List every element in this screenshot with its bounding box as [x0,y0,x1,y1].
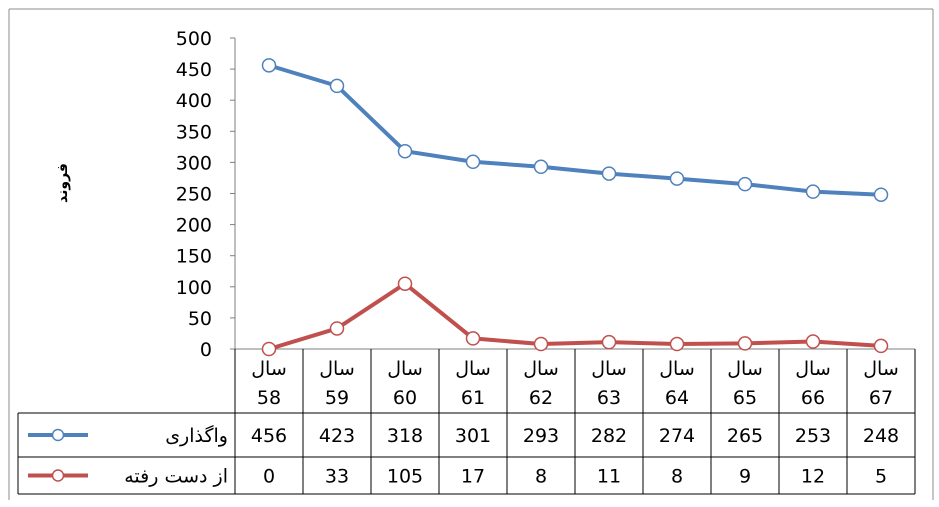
legend-label: از دست رفته [124,466,228,488]
data-point [601,166,617,181]
data-point [397,276,413,291]
table-value-cell: 265 [727,425,763,447]
legend-key-marker [51,469,65,482]
legend-key-marker [51,428,65,442]
table-value-cell: 8 [671,466,683,488]
y-tick-label: 0 [200,339,212,361]
y-tick-label: 450 [176,59,212,81]
x-tick-label-word: سال [659,358,695,380]
x-tick-label-year: 62 [529,387,553,409]
x-tick-label-word: سال [251,358,287,380]
data-point [261,58,277,73]
y-axis-label: فروند [55,163,71,203]
table-value-cell: 456 [251,425,287,447]
data-point [533,336,549,352]
x-tick-label-word: سال [319,358,355,380]
legend-label: واگذاری [165,424,228,447]
x-tick-label-year: 58 [257,387,281,409]
y-tick-label: 150 [176,246,212,268]
y-tick-label: 400 [176,90,212,112]
table-value-cell: 8 [535,466,547,488]
y-tick-label: 500 [176,28,212,50]
x-tick-label-word: سال [455,358,491,380]
x-tick-label-year: 60 [393,387,417,409]
data-point [397,143,413,159]
data-point [873,187,889,202]
y-tick-label: 100 [176,277,212,299]
x-tick-label-word: سال [387,358,423,380]
x-tick-label-year: 63 [597,387,621,409]
y-tick-label: 300 [176,152,212,174]
series-line [267,281,883,351]
x-tick-label-word: سال [795,358,831,380]
x-tick-label-year: 64 [665,387,689,409]
table-value-cell: 274 [659,425,695,447]
table-value-cell: 9 [739,466,751,488]
data-point [533,159,549,175]
y-tick-label: 200 [176,215,212,237]
table-value-cell: 12 [801,466,825,488]
table-value-cell: 248 [863,425,899,447]
data-point [329,78,345,94]
table-value-cell: 423 [319,425,355,447]
y-tick-label: 50 [188,308,212,330]
data-point [601,334,617,350]
data-point [669,336,685,352]
table-value-cell: 301 [455,425,491,447]
table-value-cell: 11 [597,466,621,488]
x-tick-label-word: سال [863,358,899,380]
table-value-cell: 17 [461,466,485,488]
data-point [465,331,481,346]
x-tick-label-word: سال [523,358,559,380]
y-tick-label: 250 [176,184,212,206]
x-tick-label-year: 65 [733,387,757,409]
x-tick-label-year: 59 [325,387,349,409]
x-tick-label-year: 61 [461,387,485,409]
y-tick-label: 350 [176,121,212,143]
table-value-cell: 5 [875,466,887,488]
data-point [261,341,277,357]
data-point [737,176,753,192]
data-point [805,184,821,199]
data-point [465,154,481,170]
x-tick-label-word: سال [591,358,627,380]
data-point [669,171,685,186]
data-point [737,336,753,351]
table-value-cell: 33 [325,466,349,488]
data-point [805,334,821,349]
data-point [329,321,345,336]
x-tick-label-word: سال [727,358,763,380]
table-value-cell: 0 [263,466,275,488]
x-tick-label-year: 66 [801,387,825,409]
table-value-cell: 318 [387,425,423,447]
table-value-cell: 293 [523,425,559,447]
table-value-cell: 253 [795,425,831,447]
data-point [873,338,889,354]
series-line [267,63,883,197]
table-value-cell: 282 [591,425,627,447]
x-tick-label-year: 67 [869,387,893,409]
table-value-cell: 105 [387,466,423,488]
